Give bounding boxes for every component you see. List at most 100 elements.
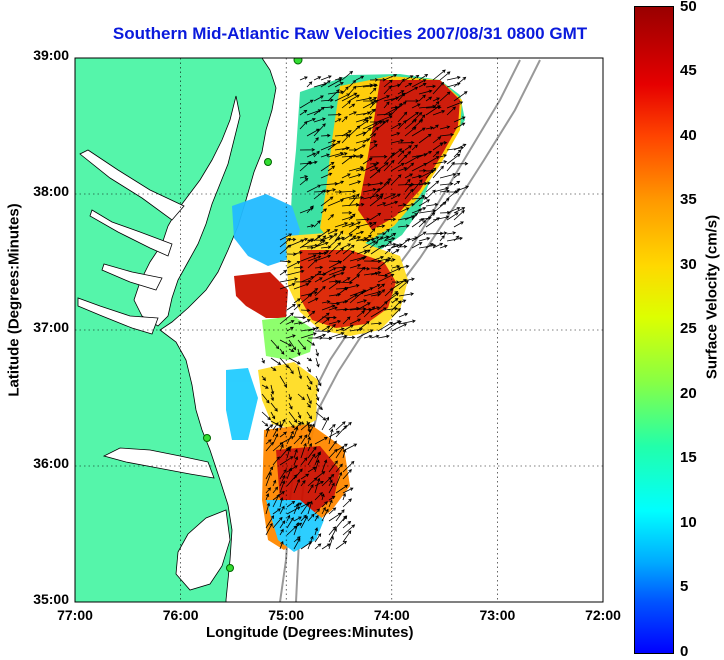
velocity-arrow xyxy=(314,285,326,297)
velocity-arrow xyxy=(390,162,405,172)
velocity-arrow xyxy=(293,422,302,431)
velocity-arrow xyxy=(341,243,352,249)
velocity-arrow xyxy=(314,527,319,536)
velocity-arrow xyxy=(439,154,448,158)
velocity-arrow xyxy=(418,133,432,144)
velocity-arrow xyxy=(314,492,323,501)
velocity-arrow xyxy=(453,207,466,214)
velocity-arrow xyxy=(320,153,330,158)
velocity-arrow xyxy=(272,427,279,438)
velocity-arrow xyxy=(383,217,397,222)
velocity-arrow xyxy=(369,228,376,235)
velocity-arrow xyxy=(363,259,382,264)
velocity-arrow xyxy=(279,505,285,515)
velocity-arrow xyxy=(327,214,334,221)
velocity-arrow xyxy=(411,79,427,88)
velocity-arrow xyxy=(362,121,379,130)
velocity-arrow xyxy=(391,280,400,284)
velocity-arrow xyxy=(341,155,353,165)
velocity-arrow xyxy=(342,283,360,290)
velocity-arrow xyxy=(341,116,348,123)
velocity-arrow xyxy=(418,73,429,81)
velocity-arrow xyxy=(341,211,353,215)
velocity-arrow xyxy=(390,174,402,186)
velocity-arrow xyxy=(341,70,354,81)
velocity-arrow xyxy=(288,402,293,410)
velocity-arrow xyxy=(313,123,326,137)
velocity-arrow xyxy=(279,357,290,369)
velocity-arrow xyxy=(293,321,303,325)
velocity-arrow xyxy=(348,221,362,228)
velocity-arrow xyxy=(342,233,353,241)
velocity-arrow xyxy=(363,249,371,255)
velocity-arrow xyxy=(265,424,274,431)
velocity-arrow xyxy=(293,537,301,550)
velocity-arrow xyxy=(397,90,405,95)
velocity-arrow xyxy=(315,357,320,368)
velocity-arrow xyxy=(446,153,461,165)
velocity-arrow xyxy=(341,133,351,144)
velocity-arrow xyxy=(384,240,392,248)
velocity-arrow xyxy=(391,265,401,269)
velocity-arrow xyxy=(446,106,456,116)
velocity-arrow xyxy=(342,244,355,255)
velocity-arrow xyxy=(398,280,409,290)
site-marker-icon xyxy=(293,58,303,65)
velocity-arrow xyxy=(383,200,399,207)
velocity-arrow xyxy=(342,335,356,340)
velocity-arrow xyxy=(328,319,342,325)
velocity-arrow xyxy=(320,245,332,249)
velocity-arrow xyxy=(265,427,270,438)
velocity-arrow xyxy=(335,265,347,270)
velocity-arrow xyxy=(418,168,427,173)
velocity-arrow xyxy=(397,224,410,228)
velocity-arrow xyxy=(320,172,333,179)
velocity-arrow xyxy=(261,375,266,381)
velocity-arrow xyxy=(404,99,420,103)
velocity-arrow xyxy=(342,277,351,283)
velocity-arrow xyxy=(334,76,343,81)
velocity-arrow xyxy=(279,480,286,494)
velocity-arrow xyxy=(356,320,370,332)
velocity-arrow xyxy=(293,522,300,536)
velocity-arrow xyxy=(315,393,320,401)
velocity-arrow xyxy=(307,477,318,487)
velocity-arrow xyxy=(299,76,308,81)
velocity-arrow xyxy=(313,150,320,158)
velocity-arrow xyxy=(418,94,426,102)
velocity-arrow xyxy=(335,471,343,487)
velocity-arrow xyxy=(279,312,294,325)
velocity-arrow xyxy=(356,249,368,255)
velocity-arrow xyxy=(390,102,403,116)
velocity-arrow xyxy=(306,366,311,373)
velocity-arrow xyxy=(328,440,337,452)
velocity-arrow xyxy=(411,103,421,109)
velocity-arrow xyxy=(349,290,365,304)
velocity-arrow xyxy=(439,91,451,102)
velocity-arrow xyxy=(272,441,284,452)
velocity-arrow xyxy=(453,91,468,102)
velocity-arrow xyxy=(334,230,344,242)
velocity-arrow xyxy=(272,486,279,494)
velocity-arrow xyxy=(279,237,292,248)
velocity-arrow xyxy=(299,160,312,172)
velocity-arrow xyxy=(307,513,315,522)
colorbar-tick: 0 xyxy=(680,643,689,660)
velocity-arrow xyxy=(314,333,327,339)
velocity-arrow xyxy=(377,321,394,332)
velocity-arrow xyxy=(315,402,323,411)
velocity-arrow xyxy=(293,478,301,494)
velocity-arrow xyxy=(265,515,275,529)
velocity-arrow xyxy=(370,334,380,339)
velocity-arrow xyxy=(286,525,298,536)
velocity-arrow xyxy=(404,83,413,88)
velocity-arrow xyxy=(376,232,386,236)
velocity-arrow xyxy=(404,145,412,151)
velocity-arrow xyxy=(384,288,394,297)
velocity-arrow xyxy=(432,231,448,235)
velocity-arrow xyxy=(397,120,407,130)
velocity-arrow xyxy=(286,320,295,325)
plot-frame xyxy=(74,57,604,603)
velocity-arrow xyxy=(307,255,322,262)
